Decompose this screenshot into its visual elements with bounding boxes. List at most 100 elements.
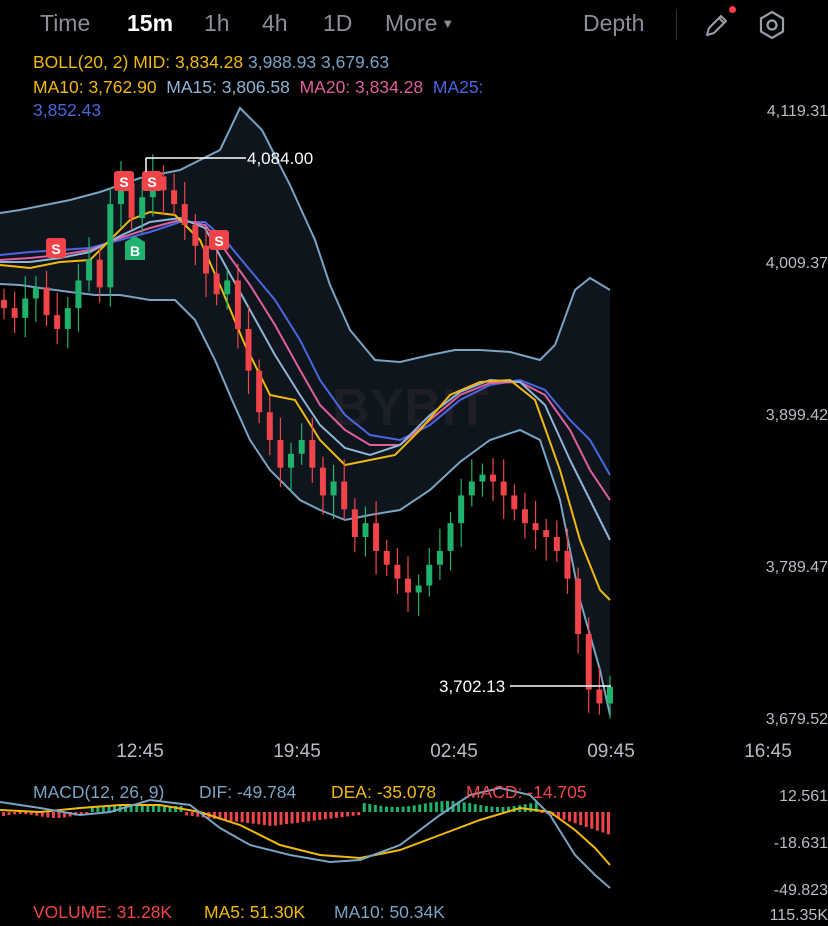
macd-bar bbox=[307, 812, 311, 822]
candle-body bbox=[458, 495, 465, 524]
macd-bar bbox=[101, 806, 105, 812]
candle-body bbox=[181, 204, 188, 225]
macd-bar bbox=[35, 812, 39, 816]
candle-body bbox=[521, 509, 528, 524]
macd-axis-3: -49.823 bbox=[774, 882, 828, 899]
macd-bar bbox=[412, 805, 416, 812]
time-tick-3: 02:45 bbox=[430, 741, 478, 762]
marker-text: S bbox=[51, 241, 60, 257]
macd-bar bbox=[135, 806, 139, 812]
candle-body bbox=[585, 634, 592, 690]
ma20-value: MA20: 3,834.28 bbox=[299, 77, 424, 97]
candle-body bbox=[330, 481, 337, 496]
macd-bar bbox=[501, 806, 505, 812]
candle-body bbox=[11, 308, 18, 318]
tab-1d[interactable]: 1D bbox=[323, 10, 353, 36]
macd-bar bbox=[51, 812, 55, 818]
macd-bar bbox=[79, 812, 83, 815]
macd-bar bbox=[290, 812, 294, 824]
candle-body bbox=[575, 578, 582, 635]
macd-bar bbox=[579, 812, 583, 826]
ma15-line bbox=[0, 216, 611, 541]
macd-value: MACD: -14.705 bbox=[466, 782, 587, 802]
macd-bar bbox=[473, 804, 477, 812]
tab-4h[interactable]: 4h bbox=[262, 10, 288, 36]
macd-bar bbox=[63, 812, 67, 818]
macd-bar bbox=[479, 805, 483, 812]
macd-bar bbox=[185, 812, 189, 816]
macd-dea: DEA: -35.078 bbox=[331, 782, 436, 802]
macd-bar bbox=[212, 812, 216, 819]
macd-bar bbox=[390, 806, 394, 812]
tab-15m[interactable]: 15m bbox=[127, 10, 174, 36]
marker-text: S bbox=[119, 174, 128, 190]
macd-bar bbox=[534, 802, 538, 812]
macd-bar bbox=[590, 812, 594, 829]
candle-body bbox=[192, 224, 199, 246]
macd-bar bbox=[168, 806, 172, 812]
macd-bar bbox=[368, 804, 372, 812]
marker-text: B bbox=[130, 243, 140, 259]
macd-bar bbox=[495, 806, 499, 812]
macd-bar bbox=[323, 812, 327, 820]
macd-bar bbox=[351, 812, 355, 816]
candle-body bbox=[213, 273, 220, 295]
macd-bar bbox=[407, 806, 411, 812]
macd-bar bbox=[268, 812, 272, 826]
candle-body bbox=[298, 439, 305, 454]
ma25-label: MA25: bbox=[432, 77, 484, 97]
macd-bar bbox=[568, 812, 572, 822]
candle-body bbox=[288, 453, 295, 468]
tab-1h[interactable]: 1h bbox=[204, 10, 230, 36]
macd-bar bbox=[301, 812, 305, 823]
time-tick-4: 09:45 bbox=[587, 741, 635, 762]
trade-marker-s4[interactable]: S bbox=[209, 230, 229, 250]
macd-bar bbox=[262, 812, 266, 826]
macd-bar bbox=[146, 806, 150, 812]
macd-bar bbox=[384, 806, 388, 812]
boll-mid: MID: 3,834.28 bbox=[133, 52, 244, 72]
tab-more[interactable]: More ▼ bbox=[385, 10, 454, 37]
macd-bar bbox=[346, 812, 350, 817]
macd-bar bbox=[340, 812, 344, 818]
candle-body bbox=[277, 439, 284, 468]
macd-bar bbox=[446, 801, 449, 812]
trade-marker-s2[interactable]: S bbox=[142, 171, 162, 191]
macd-bar bbox=[246, 812, 250, 824]
trade-marker-s1[interactable]: S bbox=[114, 171, 134, 191]
ma10-value: MA10: 3,762.90 bbox=[33, 77, 157, 97]
candle-body bbox=[203, 245, 209, 274]
depth-button[interactable]: Depth bbox=[583, 10, 645, 36]
candle-body bbox=[479, 474, 486, 482]
price-tick-1: 4,119.31 bbox=[767, 103, 828, 120]
macd-bar bbox=[162, 806, 166, 812]
macd-bar bbox=[468, 803, 472, 812]
macd-bar bbox=[540, 812, 544, 813]
tab-time[interactable]: Time bbox=[40, 10, 91, 36]
macd-bar bbox=[312, 812, 316, 821]
timeframe-bar: Time 15m 1h 4h 1D More ▼ Depth bbox=[0, 0, 828, 50]
candle-body bbox=[54, 315, 61, 329]
marker-text: S bbox=[214, 233, 223, 249]
time-tick-1: 12:45 bbox=[116, 741, 164, 762]
hexagon-settings-icon[interactable] bbox=[756, 9, 788, 41]
candle-body bbox=[75, 280, 82, 309]
macd-bar bbox=[24, 812, 28, 815]
price-tick-3: 3,899.42 bbox=[766, 407, 828, 424]
pencil-icon[interactable] bbox=[702, 10, 732, 40]
macd-bar bbox=[96, 806, 100, 812]
ma15-value: MA15: 3,806.58 bbox=[166, 77, 290, 97]
trade-marker-s3[interactable]: S bbox=[46, 238, 66, 258]
candle-body bbox=[128, 183, 135, 219]
macd-bar bbox=[218, 812, 222, 820]
macd-axis-1: 12.561 bbox=[779, 788, 828, 805]
boll-upper: 3,988.93 bbox=[248, 52, 317, 72]
candle-body bbox=[394, 564, 401, 579]
trade-marker-b1[interactable]: B bbox=[125, 236, 145, 260]
low-price-label: 3,702.13 bbox=[439, 677, 505, 696]
macd-bar bbox=[151, 806, 155, 812]
candle-body bbox=[96, 259, 103, 288]
candle-body bbox=[415, 585, 422, 593]
macd-bar bbox=[440, 801, 444, 812]
